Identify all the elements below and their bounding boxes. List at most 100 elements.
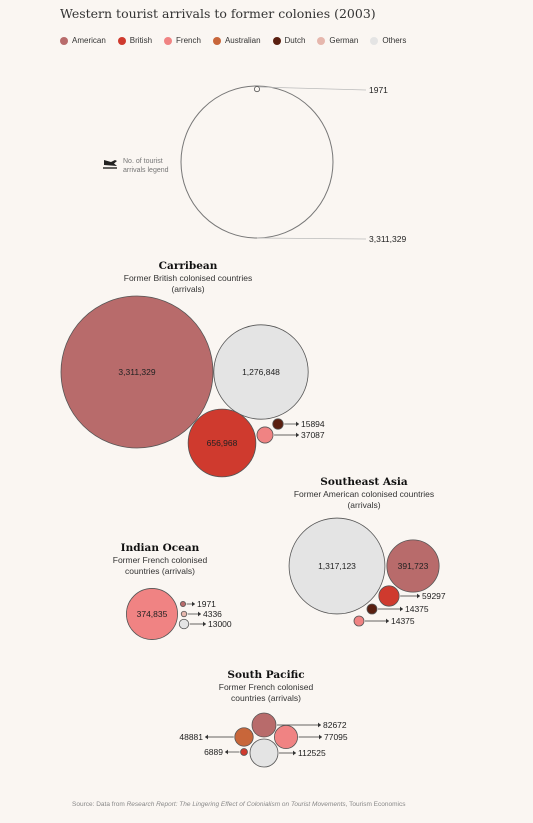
bubble-others [249,738,279,768]
arrow-head [318,722,321,728]
bubble-value-label: 59297 [422,591,446,601]
bubble-value-label: 14375 [391,616,415,626]
bubble-others [213,324,309,420]
bubble-dutch [272,418,284,430]
cluster-subtitle: (arrivals) [171,284,204,294]
legend-label-american: American [72,36,106,45]
legend-swatch-german [317,36,326,45]
arrow-head [205,734,208,740]
bubble-value-label: 37087 [301,430,325,440]
source-prefix: Source: Data from [72,801,127,808]
legend-swatch-australian [212,36,221,45]
cluster-subtitle: countries (arrivals) [125,566,195,576]
bubble-american [60,295,214,449]
airplane-landing-icon [104,160,117,166]
bubble-value-label: 391,723 [398,561,429,571]
size-legend-label-line1: No. of tourist [123,158,163,165]
legend-item-dutch: Dutch [272,36,306,45]
cluster-subtitle: countries (arrivals) [231,693,301,703]
bubble-american [251,712,277,738]
arrow-head [417,593,420,599]
bubble-value-label: 1,276,848 [242,367,280,377]
bubble-others [178,618,190,630]
legend-swatch-others [370,36,379,45]
cluster-subtitle: Former French colonised [219,682,314,692]
bubble-british [378,585,400,607]
source-note: Source: Data from Research Report: The L… [72,801,405,808]
legend-item-german: German [317,36,358,45]
bubble-value-label: 112525 [298,748,326,758]
arrow-head [296,421,299,427]
legend-label-german: German [329,36,359,45]
size-legend-max-label: 3,311,329 [369,234,406,244]
bubble-french [353,615,365,627]
legend-swatch-french [164,36,173,45]
arrow-head [319,734,322,740]
cluster-title: Carribean [159,260,218,272]
bubble-british [240,748,248,756]
source-suffix: , Tourism Economics [345,801,406,808]
size-legend-min-circle [253,86,260,93]
cluster-title: Indian Ocean [121,542,200,554]
bubble-french [126,588,178,640]
bubble-value-label: 1971 [197,599,216,609]
size-legend-max-leader [256,237,367,240]
size-legend-label-line2: arrivals legend [123,167,169,174]
legend-label-others: Others [382,36,407,45]
size-legend-min-leader [258,86,367,91]
chart-title: Western tourist arrivals to former colon… [60,6,376,21]
color-legend: American British French Australian Dutch Germ… [60,36,418,45]
bubble-australian [234,727,254,747]
bubble-value-label: 3,311,329 [118,367,155,377]
bubble-value-label: 82672 [323,720,347,730]
size-legend-min-label: 1971 [369,85,388,95]
legend-item-australian: Australian [212,36,261,45]
legend-swatch-british [117,36,126,45]
bubble-value-label: 1,317,123 [318,561,356,571]
bubble-value-label: 374,835 [137,609,168,619]
bubble-american [179,601,186,608]
size-legend-max-circle [180,85,334,239]
bubble-value-label: 6889 [204,747,223,757]
bubble-american [386,539,440,593]
legend-item-british: British [117,36,153,45]
bubble-value-label: 656,968 [207,438,238,448]
bubble-french [274,725,298,749]
bubble-value-label: 15894 [301,419,325,429]
bubble-value-label: 4336 [203,609,222,619]
bubble-value-label: 14375 [405,604,429,614]
cluster-subtitle: Former American colonised countries [294,489,434,499]
legend-label-dutch: Dutch [284,36,306,45]
cluster-subtitle: (arrivals) [347,500,380,510]
bubble-value-label: 48881 [179,732,203,742]
cluster-subtitle: Former French colonised [113,555,208,565]
arrow-head [386,618,389,624]
arrow-head [400,606,403,612]
arrow-head [225,749,228,755]
legend-label-british: British [129,36,153,45]
arrow-head [203,621,206,627]
bubble-german [180,610,188,618]
source-report: Research Report: The Lingering Effect of… [126,801,346,808]
cluster-subtitle: Former British colonised countries [124,273,253,283]
arrow-head [296,432,299,438]
legend-item-others: Others [370,36,406,45]
arrow-head [198,611,201,617]
bubble-dutch [366,603,378,615]
legend-swatch-dutch [272,36,281,45]
bubble-british [187,408,257,478]
legend-label-french: French [176,36,201,45]
legend-swatch-american [60,36,68,45]
cluster-title: Southeast Asia [320,476,408,488]
bubble-others [288,517,386,615]
arrow-head [293,750,296,756]
legend-label-australian: Australian [224,36,261,45]
legend-item-french: French [164,36,201,45]
bubble-value-label: 77095 [324,732,348,742]
legend-item-american: American [60,36,106,45]
bubble-value-label: 13000 [208,619,232,629]
cluster-title: South Pacific [227,669,304,681]
arrow-head [192,601,195,607]
bubble-french [256,426,274,444]
